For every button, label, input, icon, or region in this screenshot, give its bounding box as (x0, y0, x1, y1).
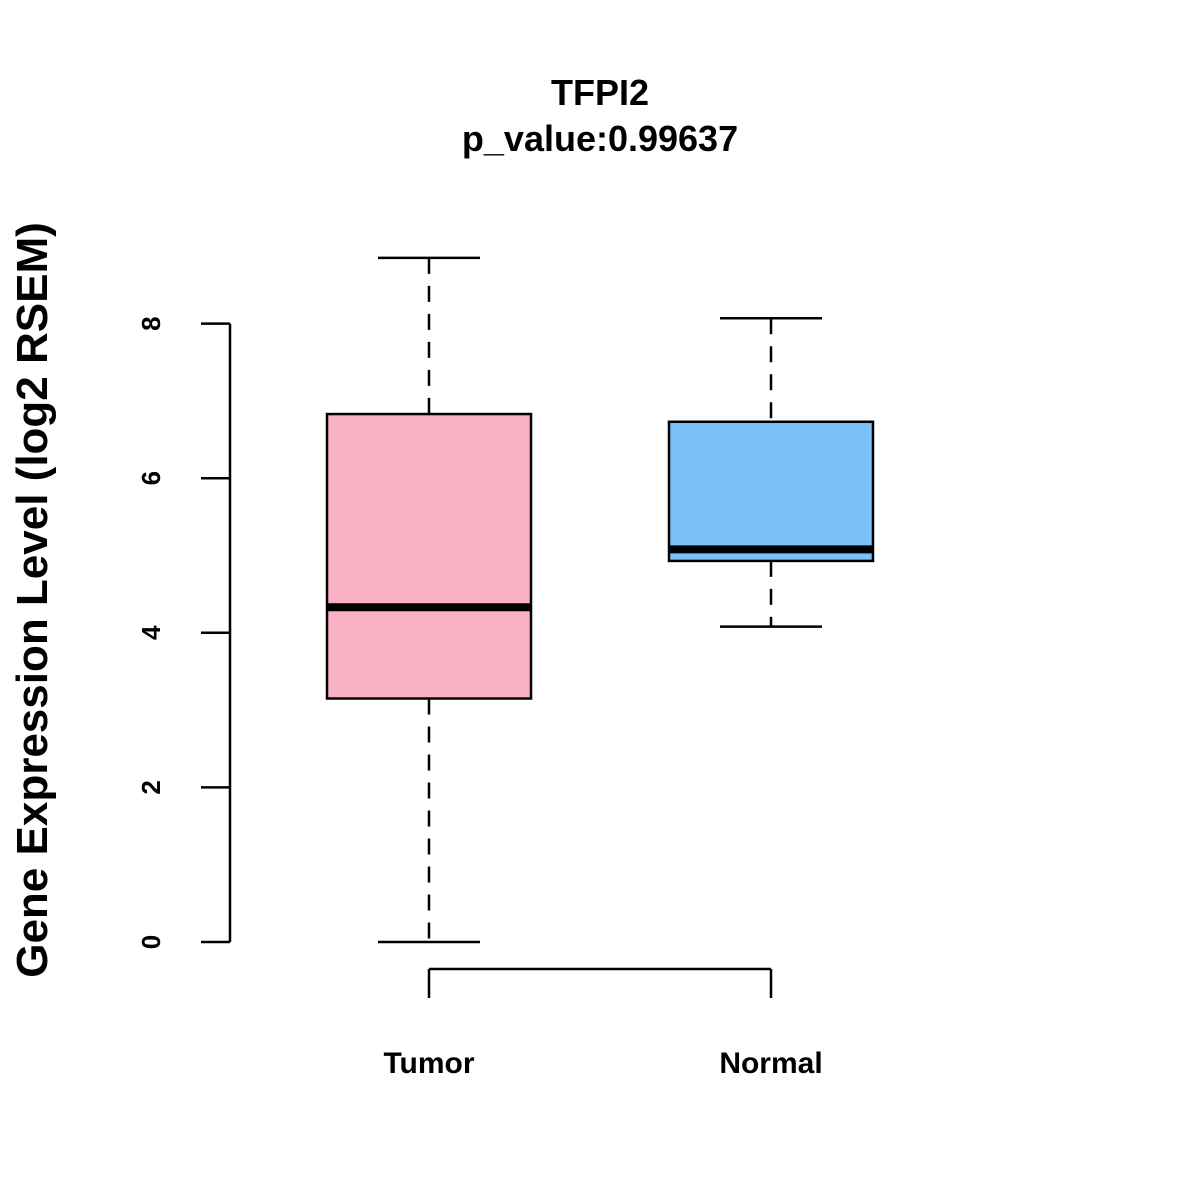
x-tick-label-normal: Normal (719, 1047, 822, 1080)
chart-title: TFPI2 (551, 72, 649, 113)
y-axis: 0 2 4 6 8 (136, 316, 232, 949)
x-axis: Tumor Normal (383, 967, 823, 1080)
boxes (325, 256, 875, 944)
iqr-box (667, 420, 875, 563)
x-tick-label-tumor: Tumor (383, 1047, 474, 1080)
y-axis-label: Gene Expression Level (log2 RSEM) (8, 222, 57, 978)
y-tick-label: 4 (136, 625, 166, 640)
chart-subtitle: p_value:0.99637 (462, 118, 738, 159)
iqr-box (325, 412, 533, 700)
y-tick-label: 8 (136, 316, 166, 330)
box-normal (667, 316, 875, 628)
y-tick-label: 6 (136, 471, 166, 485)
box-tumor (325, 256, 533, 944)
y-tick-label: 0 (136, 935, 166, 949)
y-tick-label: 2 (136, 780, 166, 794)
